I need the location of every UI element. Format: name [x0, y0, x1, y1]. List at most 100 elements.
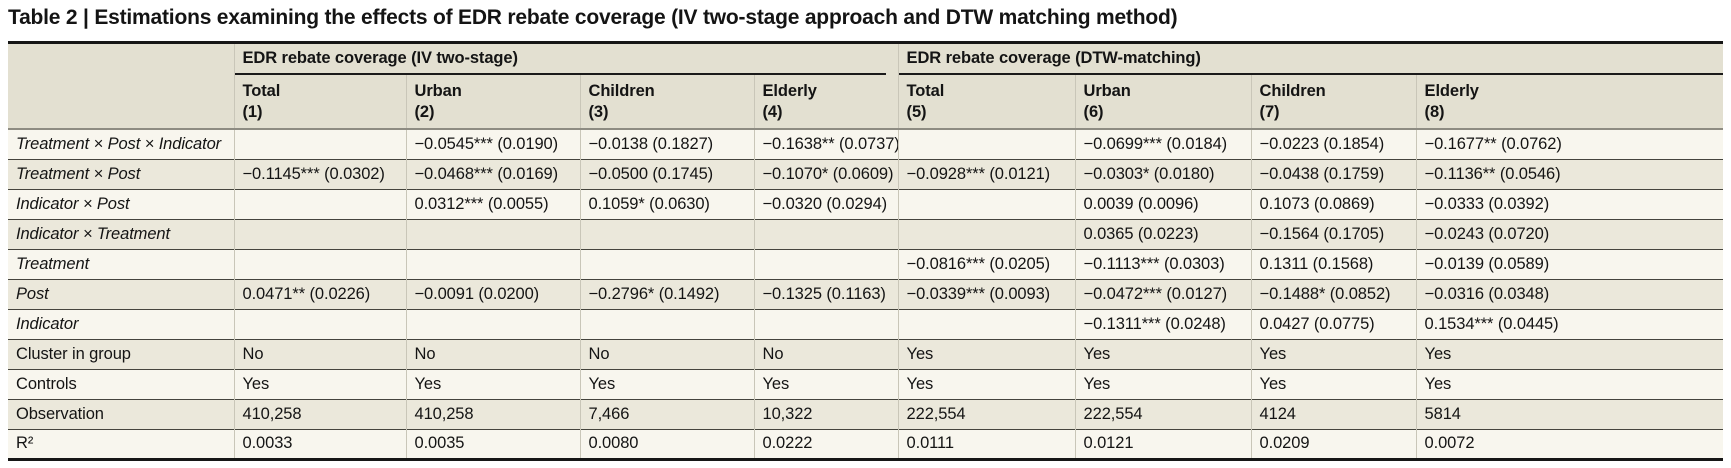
column-header-urban-2: Urban (2): [405, 75, 580, 130]
table-cell: −0.0320 (0.0294): [753, 188, 899, 219]
corner-cell: [8, 42, 234, 75]
column-number: (5): [906, 103, 927, 121]
table-cell: Yes: [1415, 368, 1724, 399]
table-cell: 410,258: [405, 398, 580, 429]
row-label: Treatment × Post: [8, 158, 234, 189]
table-cell: [897, 129, 1076, 159]
table-cell: Yes: [233, 368, 406, 399]
table-cell: [579, 248, 754, 279]
table-cell: −0.1070* (0.0609): [753, 158, 899, 189]
table-cell: 0.0033: [233, 428, 406, 459]
row-label: Indicator × Post: [8, 188, 234, 219]
group-label-dtw: EDR rebate coverage (DTW-matching): [899, 44, 1724, 75]
table-cell: −0.1638** (0.0737): [753, 129, 899, 159]
table-cell: −0.0139 (0.0589): [1415, 248, 1724, 279]
table-cell: 222,554: [897, 398, 1076, 429]
table-cell: Yes: [579, 368, 754, 399]
table-cell: 0.1311 (0.1568): [1250, 248, 1417, 279]
row-label: Controls: [8, 368, 234, 399]
table-row: Treatment × Post −0.1145*** (0.0302) −0.04…: [8, 158, 1724, 189]
table-cell: Yes: [753, 368, 899, 399]
table-cell: −0.0303* (0.0180): [1074, 158, 1252, 189]
table-cell: −0.0091 (0.0200): [405, 278, 580, 309]
table-cell: 0.0035: [405, 428, 580, 459]
column-header-children-7: Children (7): [1250, 75, 1417, 130]
table-cell: −0.0500 (0.1745): [579, 158, 754, 189]
group-label-iv: EDR rebate coverage (IV two-stage): [235, 44, 886, 75]
table-cell: [233, 248, 406, 279]
column-header-total-5: Total (5): [897, 75, 1076, 130]
table-cell: 0.0471** (0.0226): [233, 278, 406, 309]
table-cell: 10,322: [753, 398, 899, 429]
table-cell: Yes: [897, 338, 1076, 369]
table-cell: −0.1564 (0.1705): [1250, 218, 1417, 249]
table-row: Post 0.0471** (0.0226) −0.0091 (0.0200) −0.…: [8, 278, 1724, 309]
group-header-iv-two-stage: EDR rebate coverage (IV two-stage): [233, 42, 899, 75]
table-cell: 4124: [1250, 398, 1417, 429]
row-label: Indicator: [8, 308, 234, 339]
table-cell: 0.0121: [1074, 428, 1252, 459]
table-cell: −0.0816*** (0.0205): [897, 248, 1076, 279]
row-label: Post: [8, 278, 234, 309]
table-row: Treatment −0.0816*** (0.0205) −0.1113*** (…: [8, 248, 1724, 279]
table-cell: −0.1113*** (0.0303): [1074, 248, 1252, 279]
column-number: (2): [414, 103, 435, 121]
column-number: (4): [762, 103, 783, 121]
table-cell: No: [753, 338, 899, 369]
table-cell: [579, 308, 754, 339]
table-cell: [897, 188, 1076, 219]
table-cell: [233, 218, 406, 249]
table-cell: −0.0339*** (0.0093): [897, 278, 1076, 309]
table-cell: −0.0438 (0.1759): [1250, 158, 1417, 189]
column-name: Urban: [1083, 82, 1131, 100]
table-row: Indicator × Post 0.0312*** (0.0055) 0.1059…: [8, 188, 1724, 219]
column-name: Children: [588, 82, 655, 100]
table-cell: −0.0138 (0.1827): [579, 129, 754, 159]
table-cell: −0.2796* (0.1492): [579, 278, 754, 309]
table-row: Observation 410,258 410,258 7,466 10,322 222,…: [8, 398, 1724, 429]
table-cell: 0.0111: [897, 428, 1076, 459]
column-name: Total: [242, 82, 281, 100]
group-header-row: EDR rebate coverage (IV two-stage) EDR r…: [8, 42, 1724, 75]
table-cell: Yes: [1250, 338, 1417, 369]
table-row: R² 0.0033 0.0035 0.0080 0.0222 0.0111 0.0121 0.…: [8, 428, 1724, 459]
table-cell: No: [233, 338, 406, 369]
table-cell: [233, 188, 406, 219]
table-cell: −0.0243 (0.0720): [1415, 218, 1724, 249]
table-cell: [405, 308, 580, 339]
column-name: Children: [1259, 82, 1326, 100]
table-cell: 0.0039 (0.0096): [1074, 188, 1252, 219]
table-cell: −0.1136** (0.0546): [1415, 158, 1724, 189]
table-cell: −0.1325 (0.1163): [753, 278, 899, 309]
row-label: R²: [8, 428, 234, 459]
table-cell: Yes: [1074, 338, 1252, 369]
table-cell: [753, 308, 899, 339]
table-cell: [753, 248, 899, 279]
table-cell: 0.1073 (0.0869): [1250, 188, 1417, 219]
table-cell: 0.0427 (0.0775): [1250, 308, 1417, 339]
row-label-header-cell: [8, 75, 234, 130]
table-cell: No: [405, 338, 580, 369]
column-header-elderly-4: Elderly (4): [753, 75, 899, 130]
row-label: Indicator × Treatment: [8, 218, 234, 249]
table-cell: 0.0072: [1415, 428, 1724, 459]
column-name: Total: [906, 82, 945, 100]
table-cell: −0.1488* (0.0852): [1250, 278, 1417, 309]
table-cell: [405, 248, 580, 279]
table-cell: No: [579, 338, 754, 369]
column-header-children-3: Children (3): [579, 75, 754, 130]
column-name: Elderly: [762, 82, 817, 100]
table-cell: −0.0545*** (0.0190): [405, 129, 580, 159]
column-header-urban-6: Urban (6): [1074, 75, 1252, 130]
column-number: (6): [1083, 103, 1104, 121]
results-table: EDR rebate coverage (IV two-stage) EDR r…: [8, 41, 1724, 461]
row-label: Treatment: [8, 248, 234, 279]
table-cell: Yes: [1415, 338, 1724, 369]
table-cell: [233, 308, 406, 339]
column-name: Urban: [414, 82, 462, 100]
table-cell: −0.0316 (0.0348): [1415, 278, 1724, 309]
table-title: Table 2 | Estimations examining the effe…: [8, 6, 1178, 29]
table-cell: −0.0472*** (0.0127): [1074, 278, 1252, 309]
table-cell: 0.1059* (0.0630): [579, 188, 754, 219]
